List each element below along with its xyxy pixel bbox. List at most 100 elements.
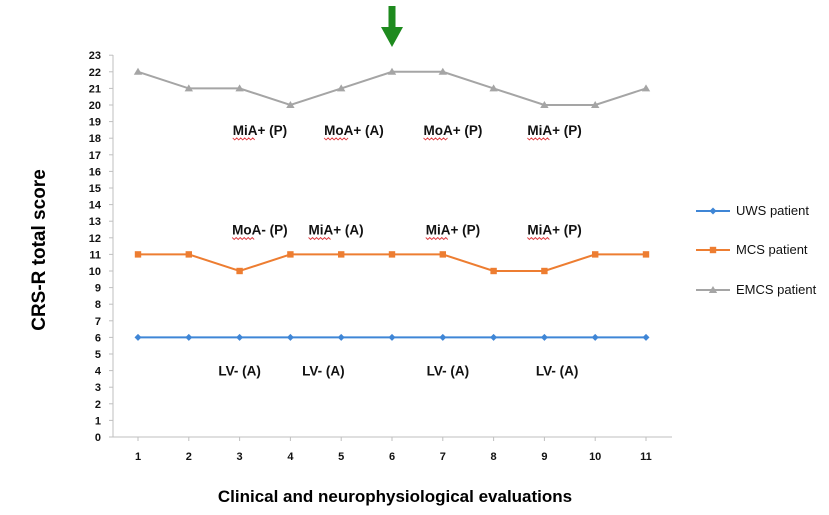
annotation-label: LV- (A) bbox=[218, 364, 261, 379]
y-tick-label: 18 bbox=[89, 133, 101, 145]
data-point-uws bbox=[337, 333, 345, 341]
data-point-emcs bbox=[133, 67, 143, 75]
data-point-mcs bbox=[338, 251, 345, 258]
data-point-mcs bbox=[592, 251, 599, 258]
annotations: MiA+ (P) MoA+ (A) MoA+ (P) MiA+ (P) MoA- (P)… bbox=[218, 123, 581, 379]
y-tick-label: 1 bbox=[95, 415, 101, 427]
annotation-label: LV- (A) bbox=[536, 364, 579, 379]
series-line-emcs bbox=[137, 70, 647, 107]
data-point-emcs bbox=[641, 84, 651, 92]
data-point-uws bbox=[236, 333, 244, 341]
data-point-mcs bbox=[541, 267, 548, 275]
x-tick-label: 5 bbox=[338, 451, 344, 463]
y-tick-label: 9 bbox=[95, 283, 101, 295]
annotation-label: MoA+ (P) bbox=[424, 123, 483, 138]
x-tick-label: 2 bbox=[186, 451, 192, 463]
data-point-uws bbox=[490, 333, 498, 341]
data-point-uws bbox=[185, 333, 193, 341]
data-point-emcs bbox=[184, 84, 193, 92]
data-point-uws bbox=[591, 333, 599, 341]
y-tick-label: 8 bbox=[95, 299, 101, 311]
data-point-emcs bbox=[489, 84, 498, 92]
y-tick-label: 14 bbox=[89, 200, 102, 212]
x-tick-label: 9 bbox=[541, 451, 547, 463]
annotation-label: MoA+ (A) bbox=[324, 123, 384, 138]
annotation-label: MiA+ (P) bbox=[527, 123, 581, 138]
data-point-uws bbox=[388, 333, 396, 341]
y-tick-label: 19 bbox=[89, 117, 101, 129]
y-tick-label: 20 bbox=[89, 100, 101, 112]
y-tick-label: 5 bbox=[95, 349, 101, 361]
legend-marker-mcs bbox=[709, 246, 717, 254]
y-tick-label: 10 bbox=[89, 266, 101, 278]
data-point-emcs bbox=[286, 101, 295, 108]
y-tick-label: 12 bbox=[89, 233, 101, 245]
y-tick-label: 3 bbox=[95, 382, 101, 394]
legend-marker-uws bbox=[709, 207, 717, 215]
x-tick-label: 3 bbox=[237, 451, 243, 463]
legend-marker-emcs bbox=[708, 286, 718, 293]
y-tick-label: 6 bbox=[95, 332, 101, 344]
legend-label-emcs: EMCS patient bbox=[736, 282, 817, 297]
y-tick-label: 15 bbox=[89, 183, 101, 195]
down-arrow-icon bbox=[381, 27, 403, 47]
legend-label-mcs: MCS patient bbox=[736, 242, 808, 257]
legend: UWS patient MCS patient EMCS patient bbox=[696, 203, 817, 297]
y-tick-label: 0 bbox=[95, 432, 101, 444]
spellcheck-underline bbox=[425, 236, 449, 241]
x-axis-ticks: 1 2 3 4 5 6 7 8 9 10 11 bbox=[135, 437, 652, 463]
annotation-label: MoA- (P) bbox=[232, 223, 287, 238]
data-point-emcs bbox=[438, 67, 447, 75]
data-point-uws bbox=[439, 333, 447, 341]
data-point-uws bbox=[286, 333, 294, 341]
data-point-mcs bbox=[388, 251, 396, 258]
legend-label-uws: UWS patient bbox=[736, 203, 809, 218]
data-point-emcs bbox=[387, 67, 397, 75]
spellcheck-underline bbox=[232, 137, 256, 141]
annotation-label: MiA+ (A) bbox=[309, 223, 364, 238]
annotation-label: LV- (A) bbox=[427, 364, 470, 379]
data-point-mcs bbox=[185, 251, 192, 258]
x-tick-label: 6 bbox=[389, 451, 395, 463]
data-point-mcs bbox=[439, 251, 446, 258]
y-tick-label: 16 bbox=[89, 166, 101, 178]
x-tick-label: 10 bbox=[589, 451, 601, 463]
data-point-emcs bbox=[337, 84, 346, 92]
y-tick-label: 22 bbox=[89, 67, 101, 79]
evaluation-marker-arrow bbox=[381, 6, 403, 47]
data-point-mcs bbox=[134, 251, 142, 258]
data-point-uws bbox=[540, 333, 548, 341]
spellcheck-underline bbox=[527, 137, 550, 141]
annotation-label: MiA+ (P) bbox=[233, 123, 287, 138]
data-point-mcs bbox=[490, 267, 497, 275]
x-tick-label: 11 bbox=[640, 451, 652, 463]
x-tick-label: 8 bbox=[491, 451, 497, 463]
x-axis-title: Clinical and neurophysiological evaluati… bbox=[218, 487, 572, 506]
annotation-label: MiA+ (P) bbox=[527, 223, 581, 238]
data-point-uws bbox=[134, 333, 142, 341]
y-tick-label: 7 bbox=[95, 316, 101, 328]
y-tick-label: 4 bbox=[95, 366, 102, 378]
data-point-emcs bbox=[235, 84, 244, 92]
y-tick-label: 17 bbox=[89, 150, 101, 162]
data-point-mcs bbox=[642, 251, 650, 258]
arrow-shaft bbox=[388, 6, 396, 28]
data-point-emcs bbox=[540, 101, 549, 108]
series-group bbox=[133, 67, 651, 341]
spellcheck-underline bbox=[323, 137, 349, 141]
y-tick-label: 23 bbox=[89, 50, 101, 62]
y-tick-label: 13 bbox=[89, 216, 101, 228]
x-tick-label: 4 bbox=[287, 451, 294, 463]
spellcheck-underline bbox=[308, 236, 331, 241]
spellcheck-underline bbox=[423, 137, 448, 141]
spellcheck-underline bbox=[527, 236, 550, 241]
axes bbox=[112, 55, 672, 438]
annotation-label: LV- (A) bbox=[302, 364, 345, 379]
data-point-mcs bbox=[236, 267, 243, 275]
data-point-emcs bbox=[591, 101, 600, 108]
y-axis-title: CRS-R total score bbox=[29, 169, 50, 331]
x-tick-label: 1 bbox=[135, 451, 141, 463]
data-point-mcs bbox=[287, 251, 294, 258]
